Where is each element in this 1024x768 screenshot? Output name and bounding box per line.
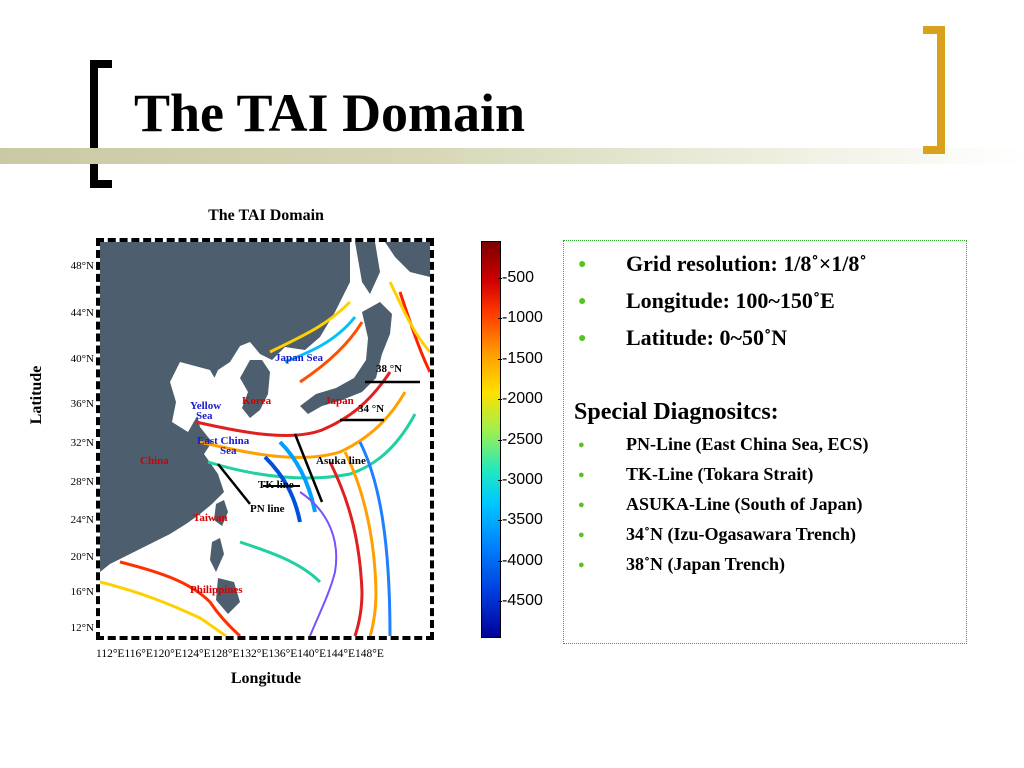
bullet-asuka-line: ● ASUKA-Line (South of Japan) — [578, 494, 863, 515]
bullet-dot-icon: ● — [578, 294, 587, 309]
label-tk-line: TK line — [258, 479, 294, 491]
label-asuka-line: Asuka line — [316, 455, 366, 467]
bullet-text: 38˚N (Japan Trench) — [626, 554, 786, 574]
bullet-dot-icon: ● — [578, 331, 587, 346]
bullet-dot-icon: ● — [578, 499, 585, 511]
y-tick: 20°N — [70, 551, 94, 563]
label-korea: Korea — [242, 395, 272, 407]
colorbar-tick: -4000 — [498, 552, 543, 569]
bullet-dot-icon: ● — [578, 469, 585, 481]
bullet-grid-resolution: ● Grid resolution: 1/8˚×1/8˚ — [578, 251, 867, 277]
colorbar-tick: -2500 — [498, 431, 543, 448]
y-axis-label: Latitude — [28, 365, 45, 425]
label-east-china-sea: Sea — [220, 445, 237, 457]
bathymetry-map — [96, 238, 434, 640]
colorbar-tick: -2000 — [498, 390, 543, 407]
bullet-text: TK-Line (Tokara Strait) — [626, 464, 814, 484]
label-japan-sea: Japan Sea — [275, 352, 323, 364]
y-tick: 36°N — [70, 398, 94, 410]
label-34n: 34 °N — [358, 403, 385, 415]
bullet-38n: ● 38˚N (Japan Trench) — [578, 554, 785, 575]
x-axis-ticks: 112°E116°E120°E124°E128°E132°E136°E140°E… — [96, 648, 384, 660]
right-bracket-top — [923, 26, 945, 34]
right-bracket — [937, 26, 945, 154]
bullet-dot-icon: ● — [578, 559, 585, 571]
bullet-longitude: ● Longitude: 100~150˚E — [578, 288, 835, 314]
colorbar-tick: -3000 — [498, 471, 543, 488]
bullet-latitude: ● Latitude: 0~50˚N — [578, 325, 787, 351]
label-yellow-sea: Sea — [196, 410, 213, 422]
bullet-dot-icon: ● — [578, 439, 585, 451]
y-tick: 32°N — [70, 437, 94, 449]
info-panel: ● Grid resolution: 1/8˚×1/8˚ ● Longitude: … — [563, 240, 967, 644]
bullet-tk-line: ● TK-Line (Tokara Strait) — [578, 464, 813, 485]
y-tick: 48°N — [70, 260, 94, 272]
title-underline-bar — [0, 148, 1024, 164]
y-tick: 40°N — [70, 353, 94, 365]
left-bracket-bottom — [90, 180, 112, 188]
colorbar-tick: -1500 — [498, 350, 543, 367]
label-38n: 38 °N — [376, 363, 403, 375]
label-taiwan: Taiwan — [193, 512, 228, 524]
y-tick: 24°N — [70, 514, 94, 526]
colorbar-tick: -4500 — [498, 592, 543, 609]
special-diagnostics-heading: Special Diagnositcs: — [574, 399, 779, 425]
y-tick: 16°N — [70, 586, 94, 598]
bullet-text: 34˚N (Izu-Ogasawara Trench) — [626, 524, 856, 544]
label-yellow: Yellow — [190, 400, 222, 412]
bullet-34n: ● 34˚N (Izu-Ogasawara Trench) — [578, 524, 856, 545]
bullet-dot-icon: ● — [578, 257, 587, 272]
label-east-china: East China — [197, 435, 250, 447]
right-bracket-bottom — [923, 146, 945, 154]
bullet-text: Longitude: 100~150˚E — [626, 288, 835, 313]
label-pn-line: PN line — [250, 503, 285, 515]
depth-colorbar — [481, 241, 501, 638]
colorbar-tick: -500 — [497, 269, 535, 286]
colorbar-tick: -3500 — [498, 511, 543, 528]
x-axis-label: Longitude — [230, 670, 302, 687]
bullet-text: ASUKA-Line (South of Japan) — [626, 494, 863, 514]
label-japan: Japan — [325, 395, 354, 407]
slide-title: The TAI Domain — [134, 83, 526, 143]
label-china: China — [140, 455, 169, 467]
y-tick: 28°N — [70, 476, 94, 488]
bullet-pn-line: ● PN-Line (East China Sea, ECS) — [578, 434, 869, 455]
left-bracket-top — [90, 60, 112, 68]
y-tick: 44°N — [70, 307, 94, 319]
bullet-text: Latitude: 0~50˚N — [626, 325, 788, 350]
left-bracket — [90, 60, 98, 188]
bullet-text: Grid resolution: 1/8˚×1/8˚ — [626, 251, 867, 276]
bullet-dot-icon: ● — [578, 529, 585, 541]
colorbar-tick: -1000 — [498, 309, 543, 326]
figure-title: The TAI Domain — [208, 207, 324, 224]
y-tick: 12°N — [70, 622, 94, 634]
map-graphic — [100, 242, 430, 636]
bullet-text: PN-Line (East China Sea, ECS) — [626, 434, 869, 454]
label-philippines: Philippines — [190, 584, 243, 596]
